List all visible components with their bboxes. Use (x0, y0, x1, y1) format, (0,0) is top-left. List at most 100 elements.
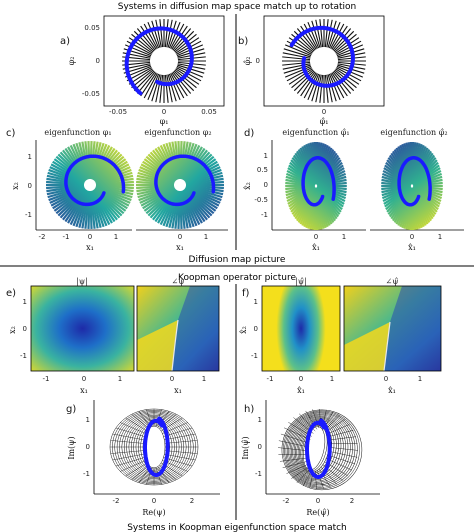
spike-line (164, 19, 169, 48)
panel-e-xlabel-2: x₁ (174, 386, 182, 395)
title-diffusion: Diffusion map picture (189, 255, 286, 265)
spike-line (284, 44, 312, 57)
panel-h-label: h) (244, 404, 254, 415)
mesh-spoke (112, 433, 144, 441)
panel-f-subtitle-1: |ψ̂| (295, 277, 307, 286)
panel-g-ylabel: Im(ψ) (67, 436, 76, 459)
title-top: Systems in diffusion map space match up … (118, 2, 356, 12)
spike-line (324, 74, 329, 103)
panel-h-xlabel: Re(ψ̂) (306, 508, 329, 517)
spike-line (327, 20, 337, 48)
spike-line (282, 63, 311, 70)
mesh-spoke (305, 410, 318, 430)
mesh-spoke (327, 450, 358, 458)
spike-line (171, 25, 188, 50)
panel-e-ytick: -1 (20, 352, 27, 360)
panel-d-xtick: 0 (410, 233, 414, 241)
mesh-spoke (282, 461, 308, 468)
panel-c-xtick: -2 (39, 233, 46, 241)
spike-line (170, 73, 185, 99)
panel-e-ylabel: x₂ (8, 326, 17, 334)
spike-line (151, 74, 161, 102)
panel-f-ytick: -1 (251, 352, 258, 360)
spike-line (331, 25, 348, 50)
spike-line (286, 67, 312, 82)
mesh-spoke (296, 468, 311, 484)
spike-line (311, 74, 321, 102)
panel-b-xlabel: φ̂₁ (320, 117, 329, 126)
spike-line (133, 70, 155, 92)
spike-line (133, 30, 155, 52)
spike-line (327, 74, 337, 102)
spike-line (300, 72, 317, 97)
panel-b-label: b) (238, 36, 248, 47)
spike-line (167, 20, 177, 48)
panel-g-ytick: 0 (86, 443, 90, 451)
spike-line (328, 73, 341, 101)
panel-e-label: e) (6, 288, 16, 299)
panel-e-phase-frame (136, 285, 220, 372)
spike-line (332, 28, 352, 51)
mesh-spoke (157, 466, 170, 483)
panel-g-xtick: 0 (152, 497, 156, 505)
spike-line (288, 68, 313, 85)
panel-e-phase-map (137, 286, 219, 371)
spike-line (291, 69, 314, 89)
panel-d-ylabel: x̂₂ (243, 182, 252, 190)
panel-f-ytick: 0 (254, 325, 258, 333)
panel-g-xlabel: Re(ψ) (142, 508, 165, 517)
spike-line (168, 21, 181, 49)
spike-line (335, 37, 360, 54)
panel-g-label: g) (66, 404, 76, 415)
panel-g-xtick: -2 (113, 497, 120, 505)
panel-a-label: a) (60, 36, 70, 47)
panel-b-ylabel: φ̂₂ (243, 57, 252, 66)
mesh-spoke (131, 413, 149, 430)
mesh-spoke (327, 424, 350, 435)
mesh-spoke (328, 443, 358, 444)
panel-f-phase-map (344, 286, 441, 371)
panel-h-xtick: -2 (283, 497, 290, 505)
panel-a-ytick: 0.05 (84, 24, 100, 32)
mesh-spoke (283, 427, 311, 440)
title-bottom: Systems in Koopman eigenfunction space m… (127, 523, 347, 532)
spike-line (333, 30, 355, 52)
spike-line (326, 19, 333, 48)
spike-line (167, 74, 177, 102)
mesh-spoke (164, 433, 196, 441)
mesh-spoke (286, 463, 309, 474)
mesh-spoke (328, 436, 357, 441)
mesh-spoke (316, 469, 324, 489)
panel-c-xtick: 0 (178, 233, 182, 241)
panel-c-hole-2 (174, 179, 186, 191)
spike-line (324, 19, 329, 48)
panel-h-ylabel: Im(ψ̂) (241, 436, 250, 459)
panel-b: b) 0 0 φ̂₁ φ̂₂ (238, 15, 385, 126)
panel-d-subtitle-1: eigenfunction φ̂₁ (282, 128, 349, 137)
panel-h-trajectory (305, 418, 332, 479)
panel-b-xtick: 0 (322, 108, 326, 116)
spike-line (283, 64, 311, 74)
panel-g-ytick: 1 (86, 416, 90, 424)
mesh-spoke (115, 457, 145, 467)
panel-d-ytick: -0.5 (254, 196, 268, 204)
spike-line (307, 73, 320, 101)
panel-d-xlabel: x̂₁ (312, 243, 320, 252)
spike-line (336, 40, 362, 55)
panel-c-hole-1 (84, 179, 96, 191)
spike-line (303, 73, 318, 99)
spike-line (164, 74, 169, 103)
panel-g-xtick: 2 (190, 497, 194, 505)
panel-a-xtick: -0.05 (109, 108, 127, 116)
spike-line (300, 25, 317, 50)
panel-e-xtick: 1 (202, 375, 206, 383)
mesh-spoke (328, 447, 358, 451)
panel-d-fan-2 (381, 141, 443, 231)
panel-f-xtick: 1 (418, 375, 422, 383)
title-koopman: Koopman operator picture (178, 273, 296, 283)
spike-line (155, 74, 162, 103)
panel-b-axes (263, 15, 385, 107)
panel-d-ytick: 1 (264, 152, 268, 160)
panel-f-subtitle-2: ∠ψ̂ (386, 277, 399, 286)
panel-c-label: c) (6, 128, 15, 139)
